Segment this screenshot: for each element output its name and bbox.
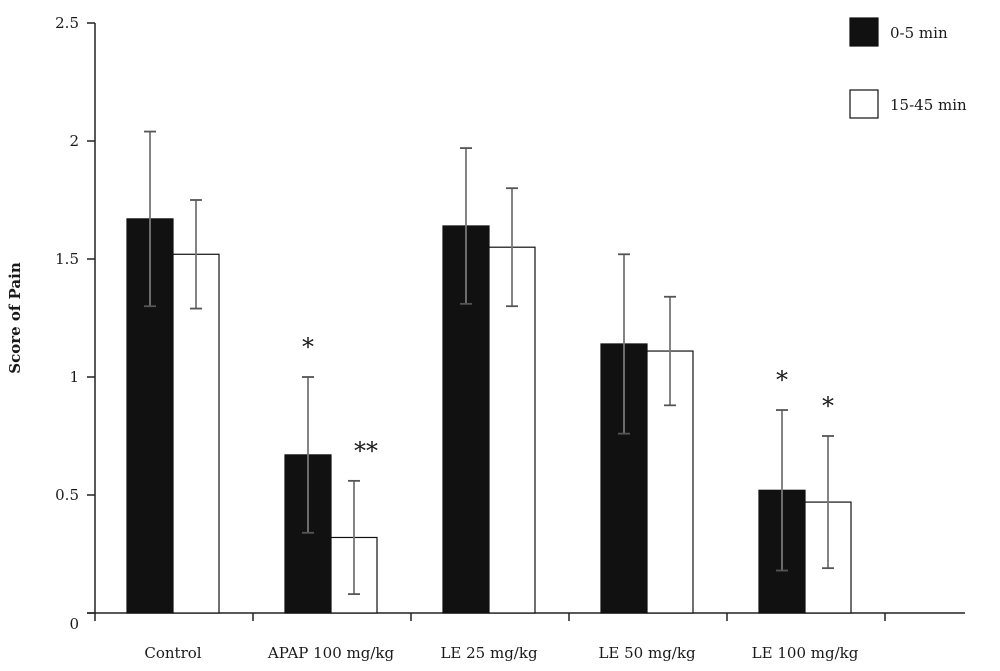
bar [172, 253, 220, 614]
significance-marker: ** [354, 437, 378, 465]
y-tick-label: 1 [69, 368, 79, 386]
significance-marker: * [776, 366, 788, 394]
legend-label: 15-45 min [890, 96, 967, 114]
bar [488, 246, 536, 614]
category-label: LE 25 mg/kg [440, 644, 538, 662]
significance-marker: * [822, 392, 834, 420]
y-tick-label: 1.5 [55, 250, 79, 268]
significance-marker: * [302, 333, 314, 361]
axes: 0 0.5 1 1.5 2 2.5 Control APAP 100 mg/kg LE 25 m… [55, 14, 965, 662]
category-label: Control [144, 644, 201, 662]
category-label: LE 100 mg/kg [752, 644, 859, 662]
legend-swatch [849, 17, 879, 47]
error-bars [144, 130, 834, 596]
bars [126, 218, 852, 614]
legend-swatch [849, 89, 879, 119]
category-label: APAP 100 mg/kg [267, 644, 395, 662]
y-axis-label: Score of Pain [6, 262, 24, 374]
legend: 0-5 min 15-45 min [849, 17, 967, 119]
y-tick-label: 2 [69, 132, 79, 150]
y-tick-label: 0.5 [55, 486, 79, 504]
significance-annotations: ***** [302, 333, 834, 465]
category-label: LE 50 mg/kg [598, 644, 696, 662]
y-tick-label: 2.5 [55, 14, 79, 32]
legend-label: 0-5 min [890, 24, 948, 42]
y-tick-label: 0 [69, 615, 79, 633]
